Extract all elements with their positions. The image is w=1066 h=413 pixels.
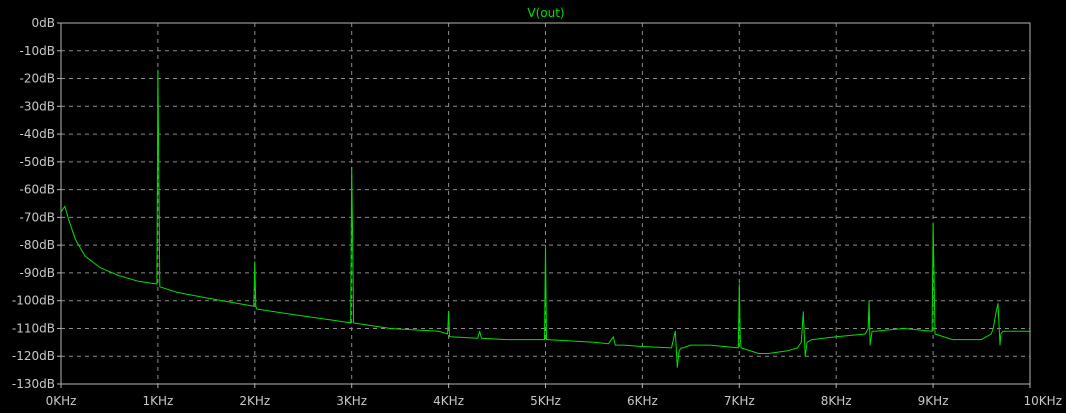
- x-tick-label: 3KHz: [336, 394, 367, 408]
- x-tick-label: 2KHz: [239, 394, 270, 408]
- x-tick-label: 9KHz: [918, 394, 949, 408]
- y-tick-label: -40dB: [20, 127, 55, 141]
- chart-title: V(out): [527, 6, 564, 20]
- y-tick-label: -90dB: [20, 266, 55, 280]
- x-tick-label: 4KHz: [433, 394, 464, 408]
- y-tick-label: -60dB: [20, 183, 55, 197]
- trace-layer: [60, 69, 1030, 368]
- y-tick-label: -10dB: [20, 44, 55, 58]
- x-tick-label: 8KHz: [821, 394, 852, 408]
- y-tick-label: 0dB: [32, 16, 55, 30]
- x-tick-label: 10KHz: [1024, 394, 1062, 408]
- y-tick-label: -70dB: [20, 210, 55, 224]
- y-tick-label: -100dB: [12, 294, 55, 308]
- x-tick-label: 0KHz: [46, 394, 77, 408]
- series-line-vout: [60, 69, 1030, 368]
- y-axis-ticks: 0dB -10dB -20dB -30dB -40dB -50dB -60dB -70dB -8…: [12, 16, 61, 391]
- x-tick-label: 5KHz: [530, 394, 561, 408]
- x-tick-label: 6KHz: [627, 394, 658, 408]
- x-axis-ticks: 0KHz 1KHz 2KHz 3KHz 4KHz 5KHz 6KHz 7KHz 8KHz 9KHz…: [46, 384, 1062, 408]
- y-tick-label: -80dB: [20, 238, 55, 252]
- y-tick-label: -110dB: [12, 321, 55, 335]
- x-tick-label: 7KHz: [724, 394, 755, 408]
- y-tick-label: -130dB: [12, 377, 55, 391]
- y-tick-label: -30dB: [20, 99, 55, 113]
- y-tick-label: -50dB: [20, 155, 55, 169]
- x-tick-label: 1KHz: [142, 394, 173, 408]
- y-tick-label: -20dB: [20, 72, 55, 86]
- y-tick-label: -120dB: [12, 349, 55, 363]
- plot-frame: [60, 22, 1031, 385]
